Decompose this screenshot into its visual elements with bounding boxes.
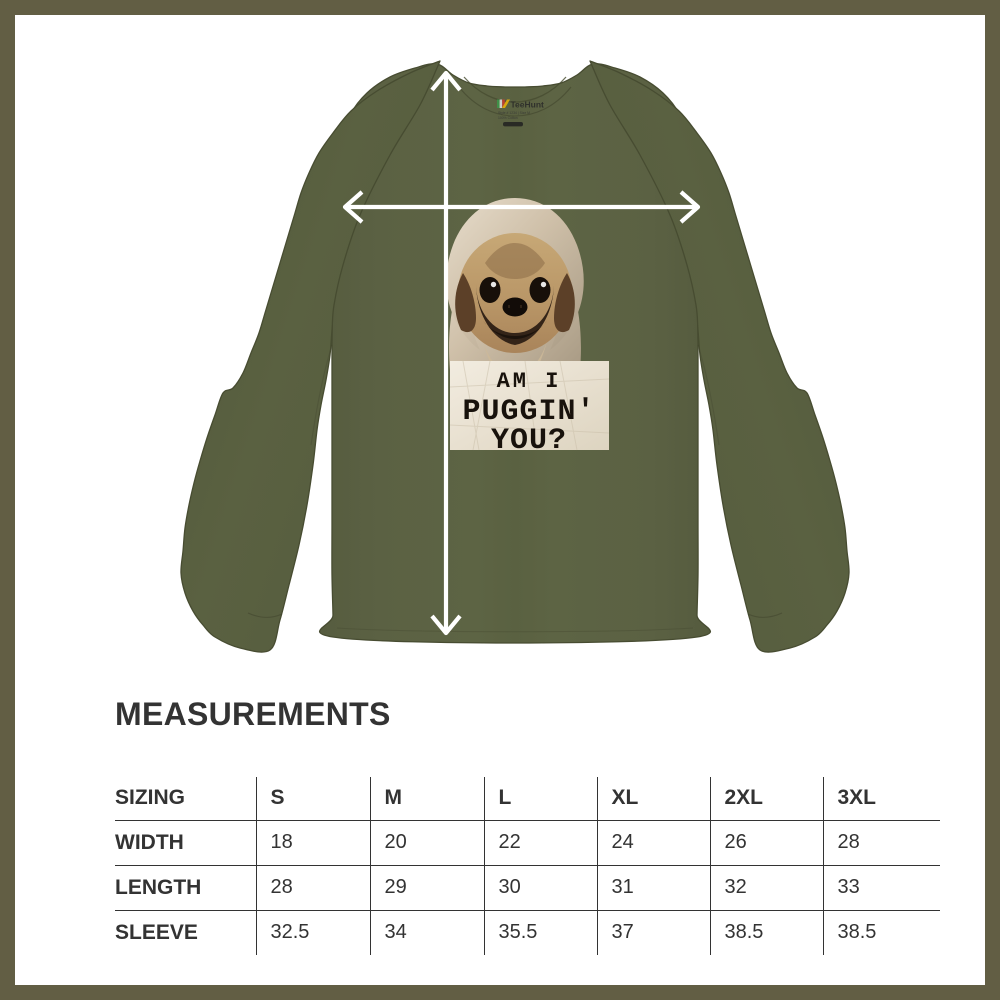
svg-text:YOU?: YOU?: [491, 424, 567, 458]
svg-text:Style # 1234 | Size M: Style # 1234 | Size M: [498, 111, 530, 115]
svg-text:TeeHunt: TeeHunt: [511, 100, 545, 110]
svg-text:AM I: AM I: [497, 369, 562, 394]
svg-text:100% Cotton: 100% Cotton: [498, 116, 518, 120]
